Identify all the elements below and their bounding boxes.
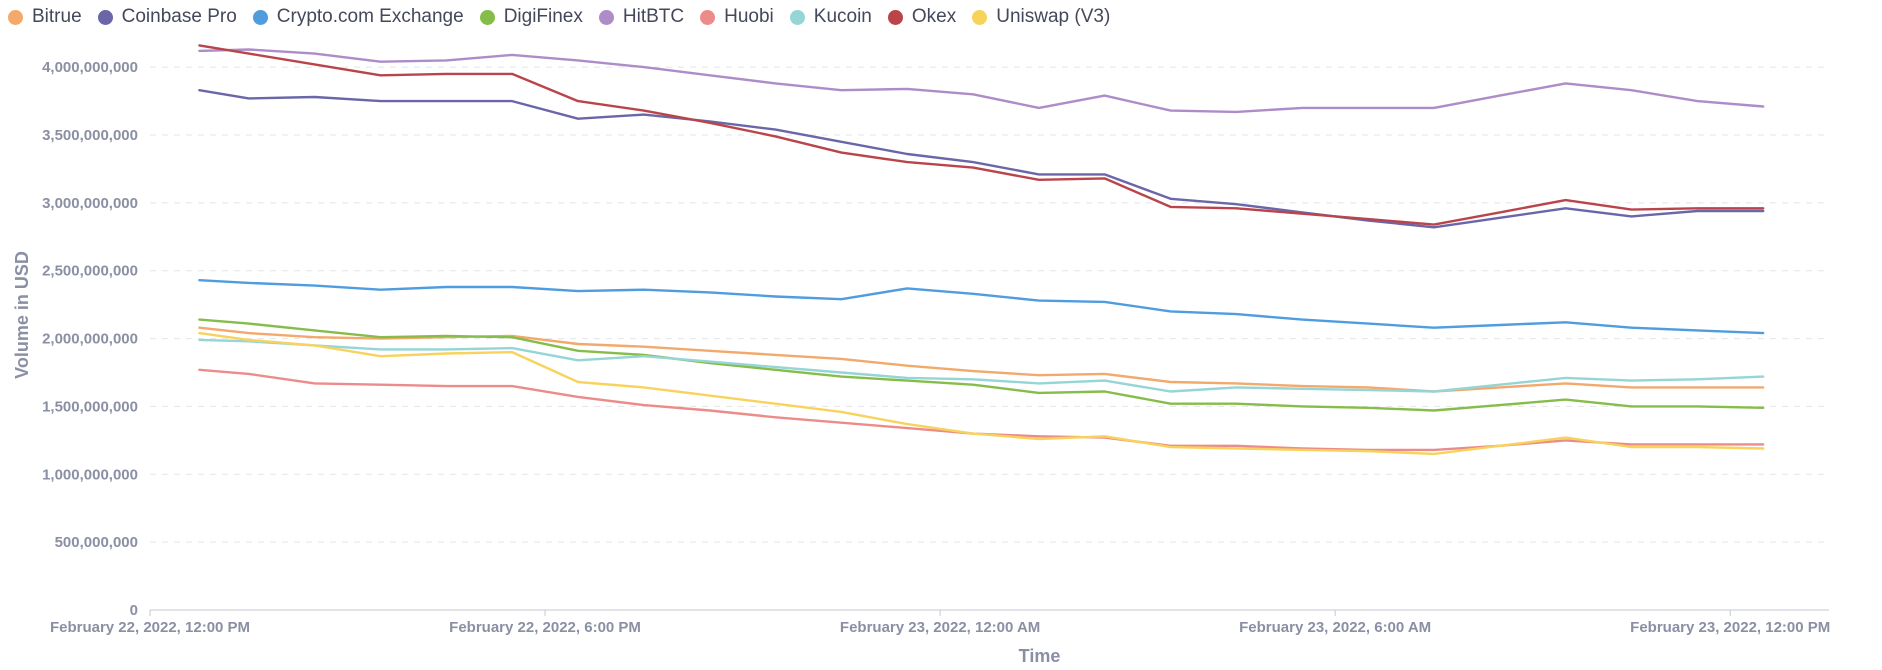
series-line: [198, 88, 1765, 229]
legend-label: Bitrue: [32, 6, 82, 27]
y-tick-label: 4,000,000,000: [42, 59, 138, 76]
series-line: [198, 48, 1765, 114]
legend-label: HitBTC: [622, 6, 685, 27]
legend-label: Kucoin: [813, 6, 872, 27]
legend: Bitrue Coinbase Pro Crypto.com Exchange Dig…: [8, 4, 1126, 30]
x-tick-label: February 23, 2022, 12:00 PM: [1630, 619, 1830, 636]
y-tick-label: 3,000,000,000: [42, 195, 138, 212]
y-tick-label: 1,500,000,000: [42, 398, 138, 415]
legend-item[interactable]: Crypto.com Exchange: [252, 6, 464, 28]
series-line: [198, 338, 1765, 393]
legend-label: Coinbase Pro: [121, 6, 237, 27]
legend-item[interactable]: Okex: [887, 6, 957, 28]
y-tick-label: 3,500,000,000: [42, 127, 138, 144]
legend-label: Uniswap (V3): [996, 6, 1111, 27]
x-tick-label: February 22, 2022, 12:00 PM: [50, 619, 250, 636]
legend-swatch: [97, 9, 113, 25]
series-line: [198, 279, 1765, 335]
x-tick-label: February 23, 2022, 12:00 AM: [840, 619, 1040, 636]
legend-swatch: [598, 9, 614, 25]
legend-swatch: [8, 9, 23, 25]
legend-swatch: [252, 9, 268, 25]
y-tick-label: 2,500,000,000: [42, 263, 138, 280]
legend-item[interactable]: Coinbase Pro: [97, 6, 237, 28]
series-line: [198, 331, 1765, 456]
series-line: [198, 318, 1765, 412]
legend-swatch: [972, 9, 988, 25]
legend-item[interactable]: Huobi: [700, 6, 774, 28]
legend-label: Okex: [911, 6, 957, 27]
legend-swatch: [479, 9, 495, 25]
y-axis-title: Volume in USD: [12, 251, 32, 379]
y-tick-label: 0: [130, 602, 138, 619]
legend-label: Crypto.com Exchange: [276, 6, 464, 27]
x-tick-label: February 23, 2022, 6:00 AM: [1239, 619, 1431, 636]
legend-label: DigiFinex: [503, 6, 583, 27]
legend-item[interactable]: Bitrue: [8, 6, 82, 28]
legend-swatch: [789, 9, 805, 25]
y-tick-label: 1,000,000,000: [42, 466, 138, 483]
x-axis-title: Time: [1019, 646, 1061, 666]
legend-item[interactable]: DigiFinex: [479, 6, 583, 28]
series-line: [198, 44, 1765, 226]
x-tick-label: February 22, 2022, 6:00 PM: [449, 619, 641, 636]
series-line: [198, 326, 1765, 393]
y-tick-label: 500,000,000: [55, 534, 138, 551]
legend-item[interactable]: HitBTC: [598, 6, 685, 28]
y-tick-label: 2,000,000,000: [42, 331, 138, 348]
legend-item[interactable]: Uniswap (V3): [972, 6, 1110, 28]
legend-label: Huobi: [724, 6, 774, 27]
legend-swatch: [700, 9, 716, 25]
legend-swatch: [887, 9, 903, 25]
legend-item[interactable]: Kucoin: [789, 6, 872, 28]
